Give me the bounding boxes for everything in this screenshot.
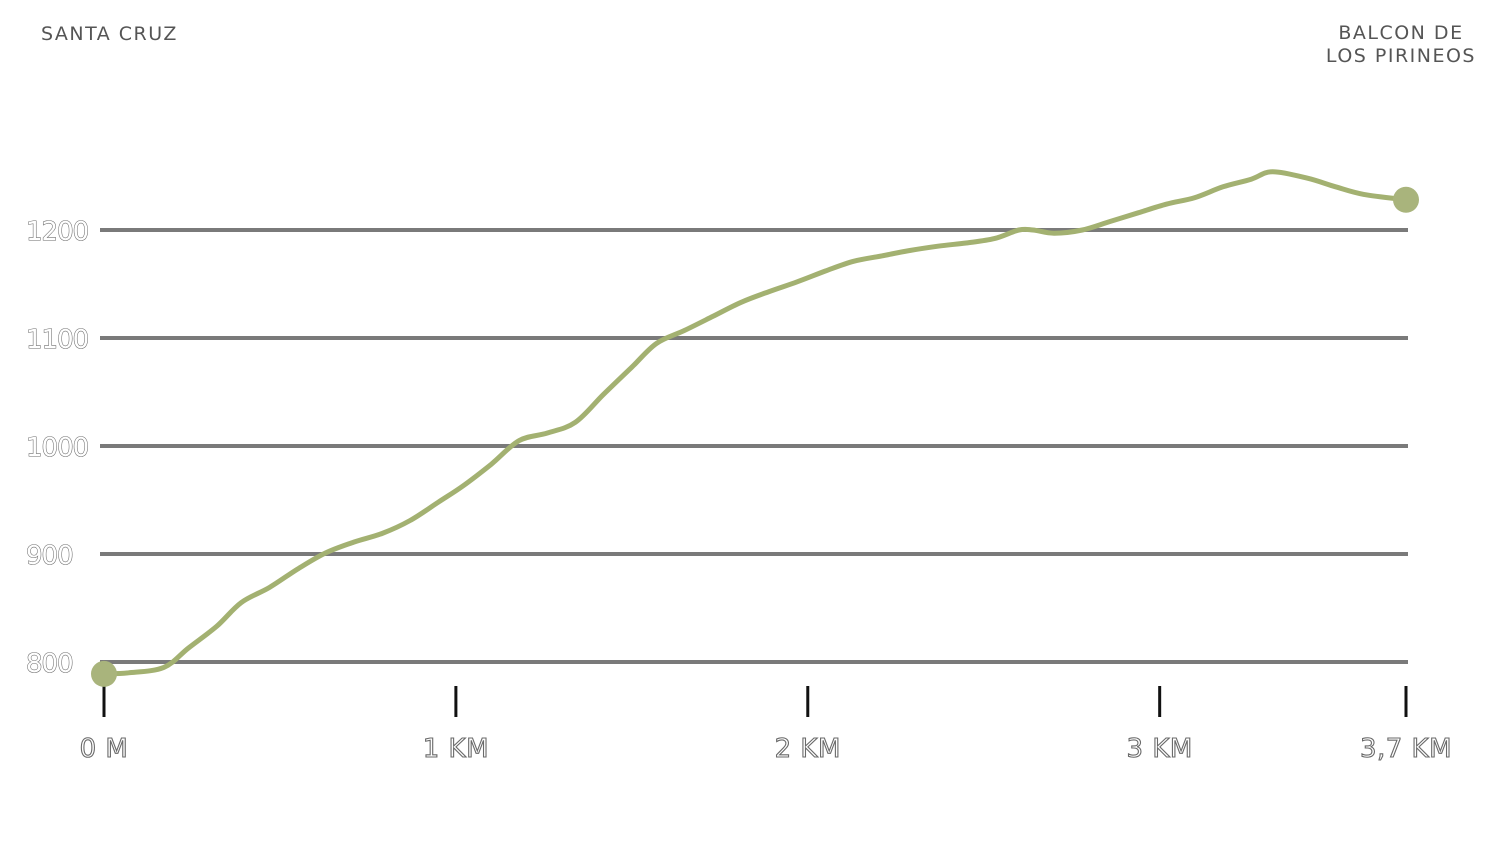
y-tick-label-1000: 1000 — [26, 433, 88, 463]
start-location-label: SANTA CRUZ — [41, 23, 178, 45]
y-tick-label-1200: 1200 — [26, 217, 88, 247]
elevation-profile-line — [101, 169, 1409, 677]
x-tick-label-4: 3,7 KM — [1360, 734, 1452, 764]
x-axis: 0 M 1 KM 2 KM 3 KM 3,7 KM — [79, 686, 1452, 765]
y-tick-label-1100: 1100 — [26, 325, 88, 355]
y-axis-labels: 800 900 1000 1100 1200 — [25, 216, 89, 679]
x-tick-label-0: 0 M — [80, 734, 129, 764]
profile-layer — [91, 169, 1419, 687]
x-tick-label-2: 2 KM — [775, 734, 841, 764]
end-location-label: BALCON DE LOS PIRINEOS — [1326, 22, 1476, 68]
grid-layer — [100, 228, 1408, 664]
y-tick-label-900: 900 — [26, 541, 73, 571]
y-tick-label-800: 800 — [26, 649, 73, 679]
x-tick-label-1: 1 KM — [423, 734, 489, 764]
x-tick-label-3: 3 KM — [1127, 734, 1193, 764]
end-point-marker — [1393, 186, 1419, 213]
end-location-label-line2: LOS PIRINEOS — [1325, 45, 1476, 67]
start-point-marker — [91, 660, 117, 687]
end-location-label-line1: BALCON DE — [1338, 22, 1464, 44]
